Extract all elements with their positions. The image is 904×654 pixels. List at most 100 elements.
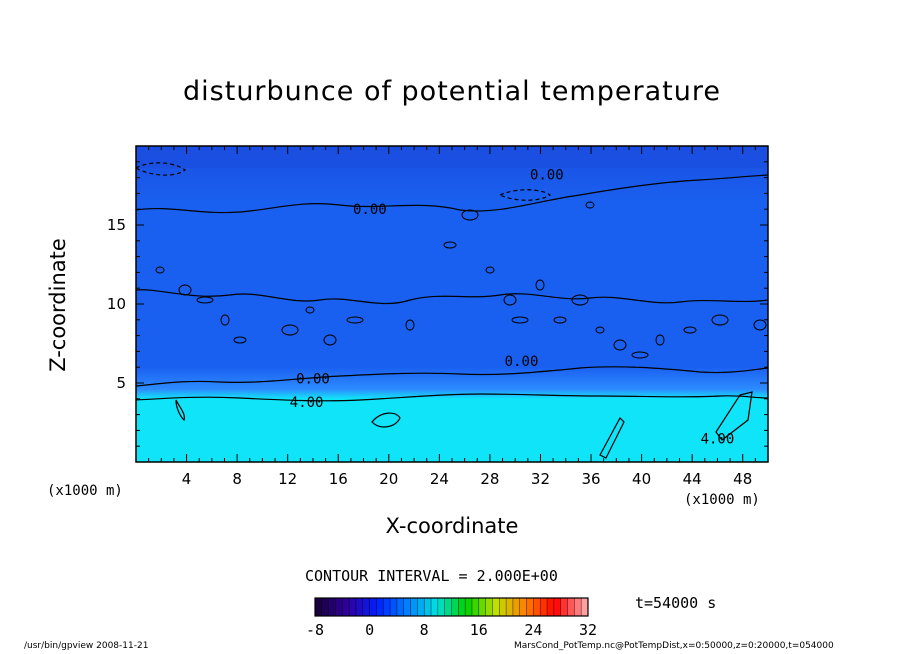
time-label: t=54000 s [635, 594, 717, 612]
colorbar-segment [533, 598, 541, 616]
colorbar-frame [314, 597, 589, 617]
colorbar-segment [383, 598, 391, 616]
contour-island-23 [711, 314, 729, 326]
colorbar-segment [349, 598, 357, 616]
x-tick-label-0: 4 [182, 470, 192, 488]
colorbar: -8 0 8 16 24 32 [306, 597, 597, 639]
contour-island-19 [613, 339, 627, 351]
contour-label-5: 4.00 [701, 431, 735, 447]
colorbar-tick-label-4: 24 [524, 621, 542, 639]
contour-island-22 [683, 326, 697, 334]
contour-label-group-0: 0.00 [530, 167, 564, 183]
contour-line-0 [136, 174, 768, 214]
contour-line-6 [599, 417, 625, 459]
colorbar-segment [444, 598, 452, 616]
y-tick-label-2: 15 [107, 216, 126, 234]
colorbar-segment [519, 598, 528, 616]
colorbar-segment [567, 598, 575, 616]
contour-island-24 [585, 201, 595, 209]
contour-label-group-5: 4.00 [701, 431, 735, 447]
field-top-band [136, 146, 768, 168]
contour-island-21 [655, 334, 665, 346]
footer-right: MarsCond_PotTemp.nc@PotTempDist,x=0:5000… [514, 641, 834, 651]
colorbar-segment [403, 598, 412, 616]
colorbar-tick-label-5: 32 [579, 621, 597, 639]
contour-island-4 [233, 336, 247, 344]
x-axis-label-text: X-coordinate [385, 514, 519, 538]
contour-interval: CONTOUR INTERVAL = 2.000E+00 [305, 567, 558, 585]
colorbar-segment [499, 598, 507, 616]
x-tick-label-4: 20 [379, 470, 398, 488]
contour-island-0 [155, 266, 165, 274]
contour-label-4: 4.00 [290, 395, 324, 411]
contour-label-0: 0.00 [530, 167, 564, 183]
colorbar-segment [471, 598, 480, 616]
contour-island-15 [535, 279, 545, 291]
x-tick-label-9: 40 [632, 470, 651, 488]
x-unit-left: (x1000 m) [47, 483, 123, 499]
contour-label-group-1: 0.00 [353, 202, 387, 218]
colorbar-segment [574, 598, 582, 616]
contour-island-6 [305, 306, 315, 314]
colorbar-segment [451, 598, 459, 616]
contour-island-10 [443, 241, 457, 249]
colorbar-segment [492, 598, 500, 616]
x-tick-label-11: 48 [733, 470, 752, 488]
contour-label-1: 0.00 [353, 202, 387, 218]
colorbar-segment [315, 598, 323, 616]
contour-layer: 0.00 0.00 0.00 0.00 4.00 4.00 [136, 162, 768, 459]
contour-island-12 [485, 266, 495, 274]
contour-island-3 [220, 314, 230, 326]
contour-line-2 [136, 393, 768, 402]
colorbar-segment [506, 598, 514, 616]
contour-island-11 [461, 209, 479, 221]
field-background [136, 146, 768, 462]
colorbar-segment [437, 598, 446, 616]
colorbar-tick-label-1: 0 [365, 621, 374, 639]
x-tick-label-3: 16 [329, 470, 348, 488]
colorbar-segment [417, 598, 425, 616]
contour-island-20 [631, 351, 649, 359]
contour-island-7 [323, 334, 337, 346]
contour-island-18 [595, 326, 605, 334]
colorbar-segment [355, 598, 364, 616]
contour-island-2 [196, 296, 214, 304]
contour-label-3: 0.00 [296, 371, 330, 387]
colorbar-segment [410, 598, 418, 616]
y-tick-label-1: 10 [107, 295, 126, 313]
colorbar-segment [369, 598, 377, 616]
x-tick-label-5: 24 [430, 470, 449, 488]
contour-island-8 [346, 316, 364, 324]
y-tick-label-0: 5 [116, 374, 126, 392]
chart-title: disturbunce of potential temperature [183, 76, 721, 107]
colorbar-segment [321, 598, 330, 616]
colorbar-segment [424, 598, 432, 616]
x-tick-label-10: 44 [683, 470, 702, 488]
contour-line-3 [136, 289, 768, 305]
contour-line-9 [175, 399, 185, 422]
x-tick-label-6: 28 [480, 470, 499, 488]
colorbar-segment [376, 598, 384, 616]
contour-label-group-4: 4.00 [290, 395, 324, 411]
x-tick-label-2: 12 [278, 470, 297, 488]
colorbar-segment [526, 598, 534, 616]
colorbar-segment [512, 598, 521, 616]
contour-line-8 [371, 412, 401, 428]
contour-island-25 [753, 319, 767, 331]
colorbar-segment [390, 598, 398, 616]
colorbar-segment [540, 598, 548, 616]
colorbar-segment [581, 598, 589, 616]
colorbar-segment [485, 598, 493, 616]
footer-left: /usr/bin/gpview 2008-11-21 [24, 641, 149, 651]
colorbar-segment [335, 598, 343, 616]
x-axis-label: X-coordinate [0, 514, 904, 538]
contour-island-17 [571, 294, 589, 306]
colorbar-segment [328, 598, 336, 616]
contour-island-9 [405, 319, 415, 331]
field-layer [136, 146, 768, 462]
x-tick-label-7: 32 [531, 470, 550, 488]
x-tick-label-8: 36 [581, 470, 600, 488]
contour-line-5 [498, 189, 552, 201]
